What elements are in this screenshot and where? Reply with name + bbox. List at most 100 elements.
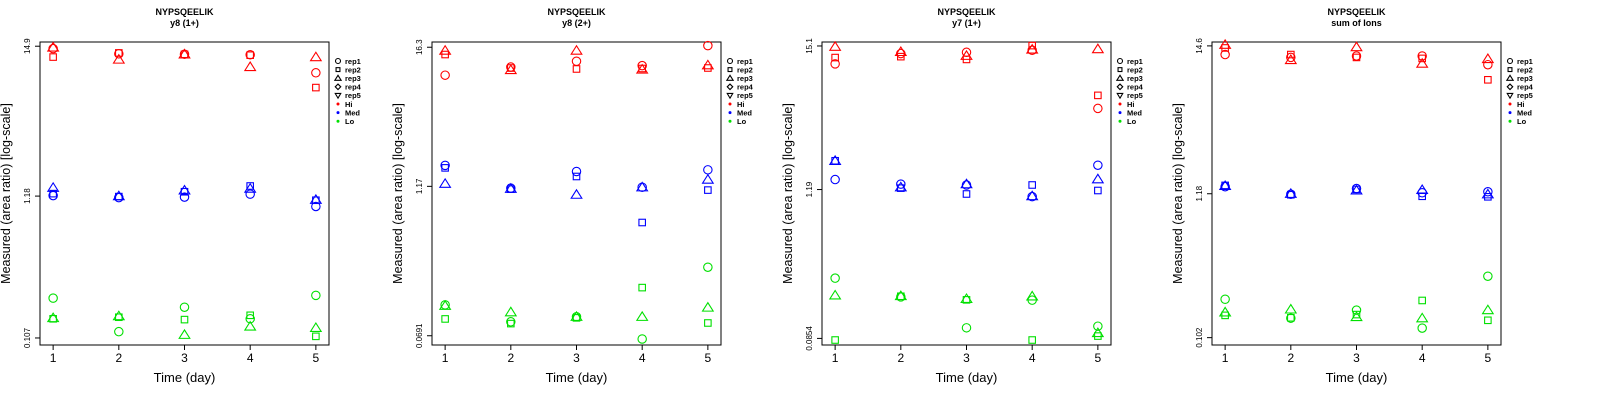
data-point xyxy=(438,44,452,55)
legend-marker-rep3 xyxy=(1115,74,1125,81)
data-point xyxy=(1351,305,1362,315)
data-point xyxy=(897,52,905,61)
x-tick-label: 2 xyxy=(1287,351,1294,365)
legend-label: Lo xyxy=(737,117,747,126)
data-point xyxy=(703,262,713,272)
data-point xyxy=(1350,311,1363,322)
data-point xyxy=(635,310,649,321)
x-axis-label: Time (day) xyxy=(1326,370,1388,385)
series-med xyxy=(46,181,323,212)
data-point xyxy=(1350,41,1363,52)
y-tick-label: 14.6 xyxy=(1195,38,1204,54)
data-point xyxy=(112,53,126,64)
legend-label: Med xyxy=(1517,108,1532,117)
data-point xyxy=(704,186,712,194)
legend-marker-rep2 xyxy=(1117,67,1123,73)
data-point xyxy=(311,201,321,212)
x-axis-label: Time (day) xyxy=(154,370,216,385)
data-point xyxy=(243,182,257,193)
data-point xyxy=(1025,290,1039,301)
data-point xyxy=(48,293,58,303)
legend-label: rep4 xyxy=(737,83,754,92)
x-axis-label: Time (day) xyxy=(936,370,998,385)
y-tick-label: 1.17 xyxy=(415,178,424,194)
data-point xyxy=(1091,327,1105,338)
y-tick-label: 0.102 xyxy=(1195,327,1204,348)
legend-label: rep4 xyxy=(345,83,362,92)
legend-label: Med xyxy=(737,108,752,117)
y-axis-label: Measured (area ratio) [log-scale] xyxy=(391,103,405,284)
data-point xyxy=(309,51,323,62)
data-point xyxy=(1218,38,1232,49)
x-tick-label: 4 xyxy=(247,351,254,365)
data-point xyxy=(309,193,323,204)
data-point xyxy=(246,51,254,59)
x-tick-label: 3 xyxy=(181,351,188,365)
data-point xyxy=(1417,323,1427,333)
series-med xyxy=(438,160,715,227)
data-point xyxy=(1028,336,1036,344)
data-point xyxy=(1483,187,1493,197)
data-point xyxy=(960,49,973,60)
legend-marker-rep2 xyxy=(335,67,341,73)
data-point xyxy=(504,182,518,193)
legend-marker-rep5 xyxy=(1116,92,1124,100)
data-point xyxy=(112,190,126,201)
data-point xyxy=(961,323,972,333)
series-lo xyxy=(828,273,1105,344)
data-point xyxy=(1284,187,1298,198)
data-point xyxy=(438,177,452,188)
chart-subtitle: sum of Ions xyxy=(1331,18,1382,28)
data-point xyxy=(1481,188,1495,199)
x-tick-label: 1 xyxy=(442,351,449,365)
x-tick-label: 2 xyxy=(115,351,122,365)
y-tick-label: 0.0691 xyxy=(415,323,424,348)
data-point xyxy=(1415,184,1429,195)
chart-subtitle: y8 (1+) xyxy=(170,18,199,28)
legend-label: rep2 xyxy=(345,65,361,74)
series-med xyxy=(1218,179,1495,201)
x-tick-label: 2 xyxy=(897,351,904,365)
chart-title: NYPSQEELIK xyxy=(1327,7,1386,17)
chart-title: NYPSQEELIK xyxy=(937,7,996,17)
data-point xyxy=(570,44,583,55)
legend-marker-rep3 xyxy=(1505,74,1515,81)
legend-label: Lo xyxy=(1127,117,1137,126)
data-point xyxy=(1218,179,1232,191)
legend-marker-rep4 xyxy=(334,83,342,91)
data-point xyxy=(962,190,971,198)
data-point xyxy=(178,184,191,195)
legend-label: rep1 xyxy=(1517,57,1533,66)
data-point xyxy=(701,173,715,184)
data-point xyxy=(46,41,60,52)
legend-marker-rep4 xyxy=(1506,83,1514,91)
data-point xyxy=(828,289,842,300)
data-point xyxy=(1484,75,1492,84)
series-lo xyxy=(46,290,323,341)
data-point xyxy=(441,315,449,323)
legend-dot-hi xyxy=(336,102,340,106)
legend-label: rep3 xyxy=(1127,74,1143,83)
legend-label: Lo xyxy=(345,117,355,126)
data-point xyxy=(704,64,712,72)
data-point xyxy=(1417,51,1427,61)
data-point xyxy=(570,310,583,321)
data-point xyxy=(1287,313,1295,322)
legend-label: rep5 xyxy=(345,91,361,100)
data-point xyxy=(1286,52,1296,63)
data-point xyxy=(960,178,973,189)
data-point xyxy=(1093,321,1103,331)
y-axis-label: Measured (area ratio) [log-scale] xyxy=(1171,103,1185,284)
data-point xyxy=(896,179,906,189)
legend-dot-med xyxy=(1508,111,1512,115)
data-point xyxy=(312,332,320,341)
data-point xyxy=(703,165,713,175)
legend-marker-rep1 xyxy=(1506,57,1514,65)
series-hi xyxy=(46,41,323,92)
data-point xyxy=(1350,184,1363,195)
data-point xyxy=(1028,181,1036,189)
data-point xyxy=(179,192,190,202)
